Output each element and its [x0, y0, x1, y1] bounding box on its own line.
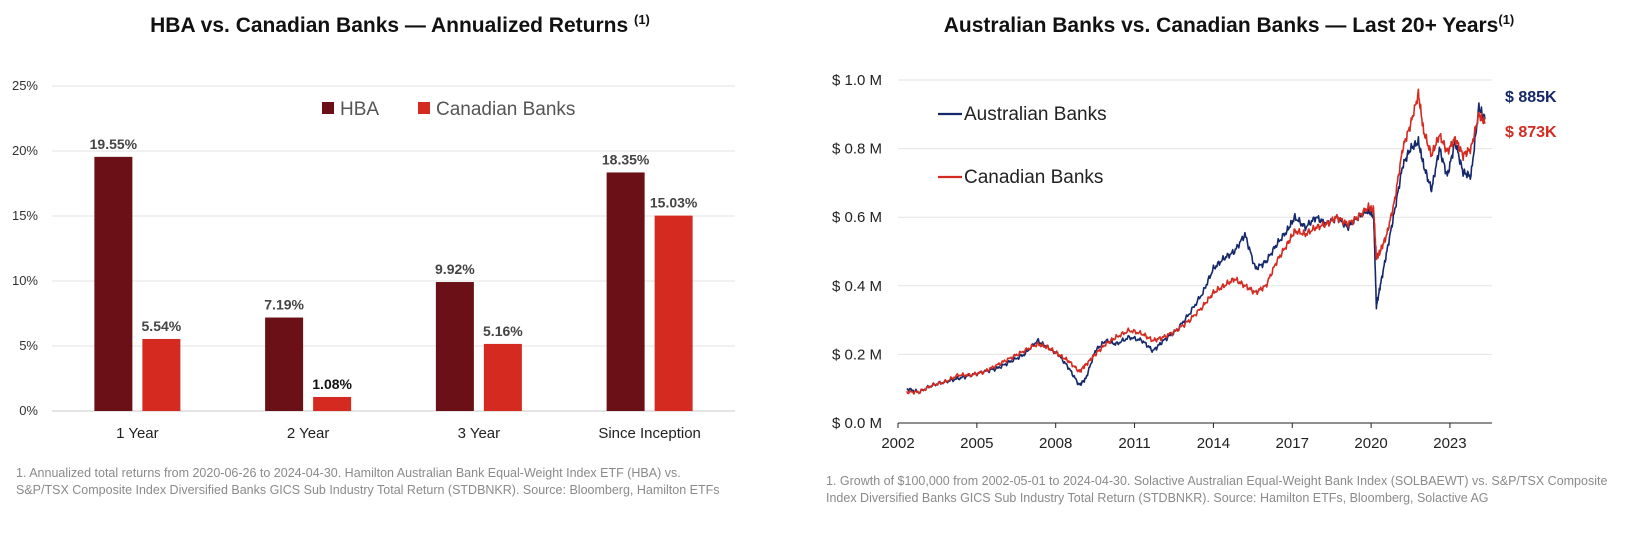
left-chart-title: HBA vs. Canadian Banks — Annualized Retu… [0, 12, 800, 38]
right-footnote: 1. Growth of $100,000 from 2002-05-01 to… [826, 473, 1607, 507]
bar-data-label: 5.16% [483, 323, 523, 339]
right-chart-title-footnote-ref: (1) [1498, 12, 1515, 27]
bar [142, 338, 181, 411]
line-series-canadian-banks [905, 88, 1486, 395]
bar [606, 172, 645, 411]
line-x-tick-label: 2020 [1354, 435, 1387, 452]
bar [435, 282, 474, 411]
bar-data-label: 19.55% [90, 136, 138, 152]
bar-y-tick-label: 5% [19, 338, 38, 353]
bar-x-tick-label: 2 Year [287, 425, 330, 442]
left-chart-title-footnote-ref: (1) [634, 12, 650, 27]
line-x-tick-label: 2017 [1276, 435, 1309, 452]
bar-data-label: 18.35% [602, 151, 650, 167]
bar-x-tick-label: 3 Year [458, 425, 501, 442]
legend-label: Canadian Banks [964, 167, 1103, 188]
line-x-tick-label: 2008 [1039, 435, 1072, 452]
right-chart-title: Australian Banks vs. Canadian Banks — La… [810, 12, 1648, 38]
line-x-tick-label: 2011 [1118, 435, 1150, 452]
line-x-tick-label: 2023 [1433, 435, 1466, 452]
line-chart: $ 0.0 M $ 0.2 M $ 0.4 M $ 0.6 M $ 0.8 M $ 1.0… [832, 72, 1557, 452]
line-y-tick-label: $ 0.0 M [832, 415, 882, 432]
left-footnote-line1: 1. Annualized total returns from 2020-06… [16, 466, 681, 480]
bar-y-tick-label: 15% [12, 208, 38, 223]
bar-data-label: 9.92% [435, 261, 475, 277]
line-end-label: $ 873K [1505, 124, 1557, 141]
legend-label: Australian Banks [964, 104, 1107, 125]
line-y-tick-label: $ 0.2 M [832, 346, 882, 363]
bar-x-tick-label: Since Inception [598, 425, 701, 442]
bar-data-label: 15.03% [650, 195, 698, 211]
bar-y-tick-label: 0% [19, 403, 38, 418]
right-footnote-line1: 1. Growth of $100,000 from 2002-05-01 to… [826, 474, 1608, 488]
line-series-australian-banks [906, 102, 1486, 394]
line-x-tick-label: 2014 [1197, 435, 1230, 452]
left-footnote-line2: S&P/TSX Composite Index Diversified Bank… [16, 483, 720, 497]
bar-data-label: 1.08% [312, 376, 352, 392]
bar-x-tick-label: 1 Year [116, 425, 159, 442]
bar [94, 156, 133, 411]
line-y-tick-label: $ 0.6 M [832, 209, 882, 226]
bar [483, 343, 522, 411]
bar-y-tick-label: 10% [12, 273, 38, 288]
legend-swatch [322, 102, 334, 114]
line-x-tick-label: 2002 [881, 435, 914, 452]
bar-chart: 0% 5% 10% 15% 20% 25% 1 Year 19.55% 5.54% 2 Year 7… [12, 78, 735, 442]
bar [313, 396, 352, 411]
legend-swatch [418, 102, 430, 114]
left-chart-panel: HBA vs. Canadian Banks — Annualized Retu… [0, 0, 800, 539]
legend-label: HBA [340, 99, 379, 120]
legend-label: Canadian Banks [436, 99, 575, 120]
left-footnote: 1. Annualized total returns from 2020-06… [16, 465, 720, 499]
line-end-label: $ 885K [1505, 89, 1557, 106]
line-y-tick-label: $ 0.8 M [832, 141, 882, 158]
bar-y-tick-label: 25% [12, 78, 38, 93]
line-x-tick-label: 2005 [960, 435, 993, 452]
bar [654, 215, 693, 411]
bar-y-tick-label: 20% [12, 143, 38, 158]
bar-data-label: 5.54% [142, 318, 182, 334]
bar [265, 317, 304, 411]
line-y-tick-label: $ 1.0 M [832, 72, 882, 89]
left-chart-title-text: HBA vs. Canadian Banks — Annualized Retu… [150, 14, 629, 37]
right-chart-title-text: Australian Banks vs. Canadian Banks — La… [943, 14, 1499, 37]
right-chart-panel: Australian Banks vs. Canadian Banks — La… [810, 0, 1648, 539]
right-footnote-line2: Index Diversified Banks GICS Sub Industr… [826, 491, 1489, 505]
line-y-tick-label: $ 0.4 M [832, 278, 882, 295]
bar-data-label: 7.19% [264, 297, 304, 313]
